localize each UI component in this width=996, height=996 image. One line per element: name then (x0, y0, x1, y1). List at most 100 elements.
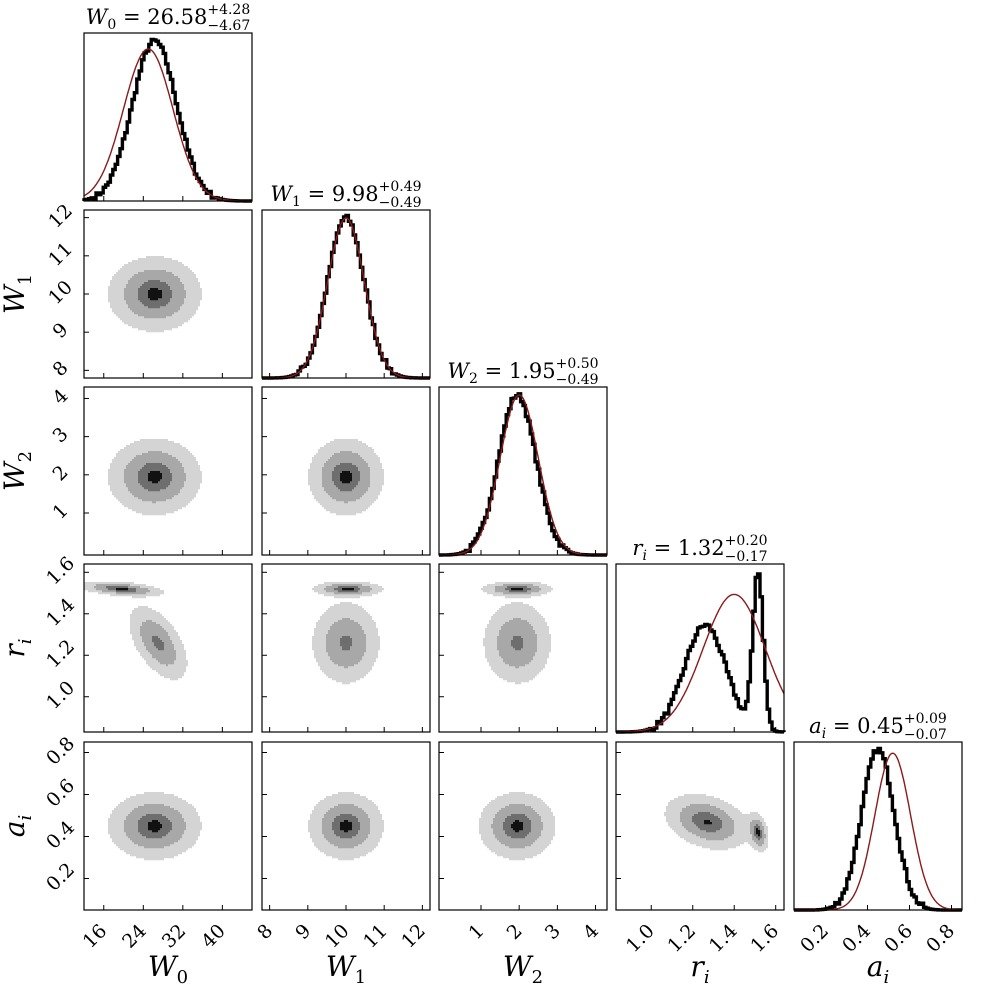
x-tick-label: 4 (579, 920, 603, 944)
contour-level-2 (692, 812, 762, 841)
contour-panel-3-2 (438, 563, 608, 733)
panel-frame (83, 741, 253, 911)
diag-panel-2: W2 = 1.95+0.50 −0.49 (438, 356, 608, 557)
contour-level-3 (340, 471, 352, 484)
diag-panel-3: ri = 1.32+0.20 −0.17 (615, 533, 786, 734)
panel-frame (261, 209, 431, 379)
y-tick-label: 1.4 (42, 594, 79, 631)
x-tick-label: 2 (503, 920, 527, 944)
panel-frame (438, 741, 608, 911)
y-tick-label: 0.8 (42, 733, 79, 770)
diag-panel-1: W1 = 9.98+0.49 −0.49 (261, 179, 431, 380)
y-tick-label: 3 (49, 423, 73, 447)
diag-title-1: W1 = 9.98+0.49 −0.49 (270, 179, 421, 211)
y-tick-label: 10 (44, 276, 77, 309)
x-axis-label-0: W0 (148, 950, 188, 988)
x-tick-label: 1.4 (705, 920, 742, 957)
contour-panel-2-1 (261, 386, 431, 556)
y-tick-label: 1.6 (42, 552, 79, 589)
x-tick-label: 0.8 (922, 920, 959, 957)
x-tick-label: 32 (158, 920, 191, 953)
panel-frame (83, 386, 253, 556)
prior-curve-2 (439, 394, 607, 556)
diag-title-2: W2 = 1.95+0.50 −0.49 (447, 356, 598, 388)
y-tick-label: 0.6 (42, 775, 79, 812)
x-tick-label: 1.0 (622, 920, 659, 957)
contour-panel-1-0 (83, 209, 253, 379)
contour-level-3 (148, 471, 162, 484)
x-axis-label-4: ai (867, 950, 889, 988)
contour-panel-3-1 (261, 563, 431, 733)
y-tick-label: 4 (49, 385, 73, 409)
panel-frame (83, 563, 253, 733)
contour-panel-4-1 (261, 741, 431, 911)
diag-title-3: ri = 1.32+0.20 −0.17 (632, 533, 767, 565)
contour-level-3 (511, 588, 523, 591)
contour-level-3 (342, 588, 354, 591)
y-tick-label: 12 (44, 200, 77, 233)
x-tick-label: 16 (79, 920, 112, 953)
y-tick-label: 11 (44, 238, 77, 271)
contour-panel-4-2 (438, 741, 608, 911)
contour-level-3 (511, 820, 523, 833)
contour-panel-3-0 (83, 563, 253, 733)
contour-level-3 (148, 288, 162, 301)
panel-frame (83, 32, 253, 202)
panel-frame (615, 563, 785, 733)
y-tick-label: 0.4 (42, 817, 79, 854)
x-tick-label: 12 (397, 920, 430, 953)
x-tick-label: 1.6 (746, 920, 783, 957)
y-tick-label: 8 (49, 357, 73, 381)
x-tick-label: 0.6 (880, 920, 917, 957)
contour-level-2 (106, 586, 164, 651)
x-axis-label-3: ri (690, 950, 709, 988)
y-axis-label-4: ai (0, 815, 36, 837)
prior-curve-1 (262, 217, 430, 379)
y-tick-label: 1.0 (42, 677, 79, 714)
x-tick-label: 40 (197, 920, 230, 953)
prior-curve-0 (83, 48, 252, 202)
x-tick-label: 3 (541, 920, 565, 944)
y-tick-label: 1.2 (42, 635, 79, 672)
contour-level-1 (324, 584, 372, 669)
panel-frame (615, 741, 785, 911)
panel-frame (438, 563, 608, 733)
y-axis-label-2: W2 (0, 451, 36, 491)
posterior-histogram-1 (262, 213, 430, 380)
x-tick-label: 9 (291, 920, 315, 944)
y-tick-label: 0.2 (42, 859, 79, 896)
y-axis-label-3: ri (0, 638, 36, 657)
x-tick-label: 0.2 (796, 920, 833, 957)
prior-curve-3 (616, 593, 785, 733)
prior-curve-4 (794, 752, 962, 911)
contour-level-0 (84, 582, 188, 681)
x-tick-label: 24 (118, 920, 151, 953)
x-axis-label-2: W2 (503, 950, 543, 988)
contour-panel-4-0 (83, 741, 253, 911)
y-tick-label: 2 (49, 461, 73, 485)
contour-level-3 (704, 820, 760, 837)
posterior-histogram-2 (439, 392, 607, 557)
x-tick-label: 11 (359, 920, 392, 953)
contour-level-2 (334, 586, 360, 651)
diag-panel-0: W0 = 26.58+4.28 −4.67 (82, 2, 253, 203)
y-axis-label-1: W1 (0, 274, 36, 314)
contour-panel-2-0 (83, 386, 253, 556)
x-tick-label: 10 (321, 920, 354, 953)
diag-title-0: W0 = 26.58+4.28 −4.67 (86, 2, 251, 34)
posterior-histogram-3 (616, 572, 786, 734)
x-tick-label: 1 (464, 920, 488, 944)
contour-level-3 (148, 820, 162, 833)
x-tick-label: 8 (253, 920, 277, 944)
contour-level-2 (505, 586, 531, 651)
diag-title-4: ai = 0.45+0.09 −0.07 (809, 711, 947, 743)
panel-frame (438, 386, 608, 556)
contour-level-3 (340, 820, 352, 833)
posterior-histogram-4 (794, 746, 962, 912)
posterior-histogram-0 (82, 37, 252, 203)
contour-panel-4-3 (615, 741, 785, 911)
panel-frame (793, 741, 963, 911)
y-tick-label: 1 (49, 500, 73, 524)
x-axis-label-1: W1 (326, 950, 366, 988)
